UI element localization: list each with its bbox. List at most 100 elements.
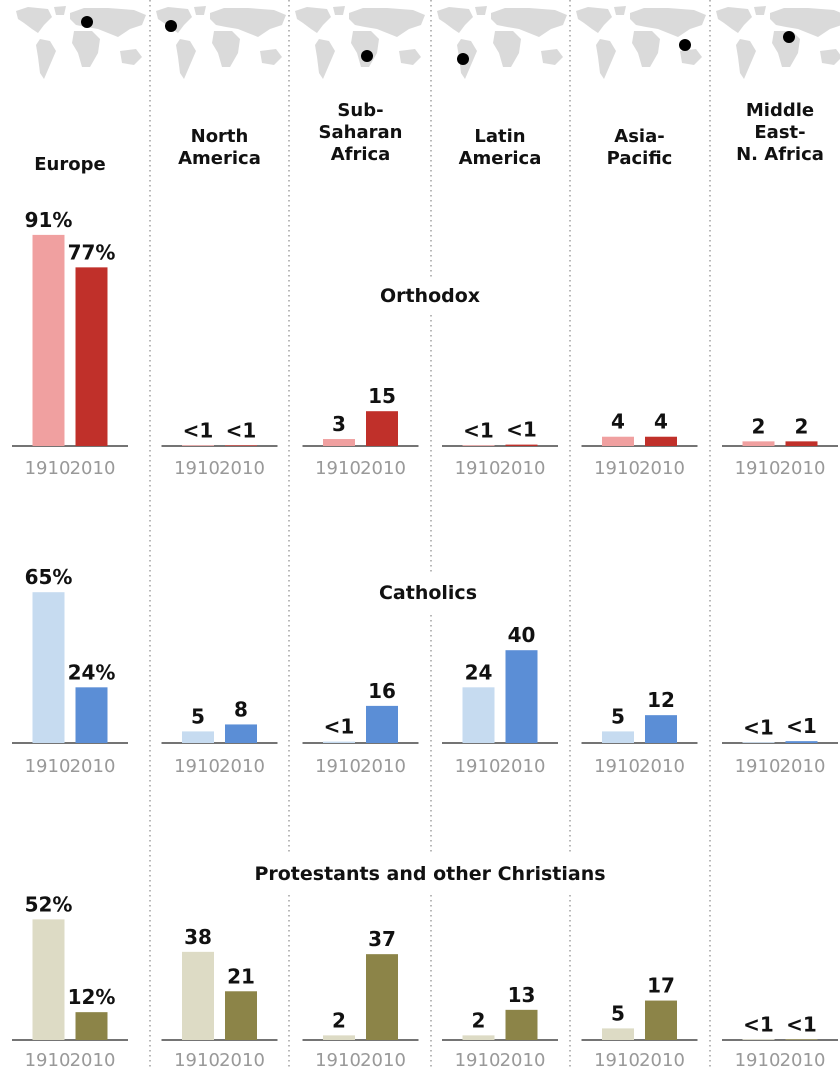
region-label-sub-saharan-africa: Saharan <box>319 122 403 143</box>
data-label: 2 <box>332 1008 346 1032</box>
data-label: 52% <box>25 892 73 916</box>
data-label: <1 <box>324 715 355 739</box>
bar-protestants-and-other-christians-sub-saharan-africa-1910 <box>323 1035 355 1040</box>
data-label: <1 <box>226 418 257 442</box>
region-label-asia-pacific: Asia- <box>614 126 664 147</box>
data-label: 65% <box>25 565 73 589</box>
data-label: 77% <box>68 240 116 264</box>
world-map-icon <box>16 6 146 79</box>
x-tick-label: 2010 <box>780 1050 826 1070</box>
panel-title: Protestants and other Christians <box>254 863 605 885</box>
x-tick-label: 2010 <box>500 1050 546 1070</box>
x-tick-label: 2010 <box>219 1050 265 1070</box>
x-tick-label: 2010 <box>219 458 265 479</box>
region-label-middle-east-n-africa: Middle <box>746 100 814 121</box>
x-tick-label: 1910 <box>315 458 361 479</box>
region-marker-dot <box>361 50 373 62</box>
x-tick-label: 2010 <box>360 1050 406 1070</box>
region-label-europe: Europe <box>34 154 105 175</box>
data-label: 13 <box>508 983 536 1007</box>
x-tick-label: 2010 <box>70 458 116 479</box>
x-tick-label: 2010 <box>360 458 406 479</box>
bar-orthodox-sub-saharan-africa-1910 <box>323 439 355 446</box>
bar-catholics-latin-america-2010 <box>505 650 538 743</box>
data-label: 2 <box>795 414 809 438</box>
data-label: <1 <box>743 1012 774 1036</box>
x-tick-label: 2010 <box>70 1050 116 1070</box>
data-label: 4 <box>611 410 625 434</box>
bar-catholics-north-america-2010 <box>225 724 257 743</box>
x-tick-label: 2010 <box>639 1050 685 1070</box>
bar-protestants-and-other-christians-north-america-1910 <box>182 951 214 1040</box>
x-tick-label: 1910 <box>174 1050 220 1070</box>
x-tick-label: 2010 <box>639 458 685 479</box>
data-label: <1 <box>183 418 214 442</box>
data-label: <1 <box>786 1012 817 1036</box>
panel-title-background <box>242 855 618 893</box>
region-label-latin-america: Latin <box>474 126 525 147</box>
region-label-sub-saharan-africa: Africa <box>331 144 391 165</box>
x-tick-label: 1910 <box>174 756 220 777</box>
bar-protestants-and-other-christians-north-america-2010 <box>225 991 257 1040</box>
panel-title-background <box>367 277 493 315</box>
region-labels: EuropeNorthAmericaSub-SaharanAfricaLatin… <box>34 100 824 175</box>
x-tick-label: 1910 <box>594 1050 640 1070</box>
region-marker-dot <box>679 39 691 51</box>
bar-protestants-and-other-christians-asia-pacific-1910 <box>602 1028 634 1040</box>
x-tick-label: 1910 <box>735 1050 781 1070</box>
world-map-icon <box>576 6 706 79</box>
x-tick-label: 2010 <box>500 756 546 777</box>
region-label-sub-saharan-africa: Sub- <box>337 100 383 121</box>
world-map-icon <box>716 6 840 79</box>
data-label: <1 <box>786 714 817 738</box>
x-tick-label: 1910 <box>25 458 71 479</box>
x-tick-label: 1910 <box>735 458 781 479</box>
region-label-latin-america: America <box>459 148 542 169</box>
world-map-icon <box>295 6 425 79</box>
bar-orthodox-middle-east-n-africa-2010 <box>785 441 818 446</box>
region-label-north-america: America <box>178 148 261 169</box>
bar-orthodox-middle-east-n-africa-1910 <box>742 441 775 446</box>
bar-orthodox-europe-1910 <box>32 234 65 446</box>
x-tick-label: 1910 <box>455 458 501 479</box>
x-tick-label: 1910 <box>25 756 71 777</box>
data-label: 40 <box>508 623 536 647</box>
bar-protestants-and-other-christians-sub-saharan-africa-2010 <box>366 954 398 1040</box>
data-label: <1 <box>743 715 774 739</box>
bar-orthodox-asia-pacific-1910 <box>602 436 634 446</box>
bar-orthodox-north-america-1910 <box>182 445 214 446</box>
x-tick-label: 2010 <box>780 756 826 777</box>
bar-protestants-and-other-christians-europe-2010 <box>75 1012 108 1040</box>
bar-catholics-middle-east-n-africa-2010 <box>785 741 818 743</box>
data-label: 5 <box>611 704 625 728</box>
data-label: <1 <box>506 418 537 442</box>
bar-protestants-and-other-christians-europe-1910 <box>32 919 65 1040</box>
x-tick-label: 1910 <box>174 458 220 479</box>
column-dividers <box>149 0 711 1070</box>
bar-orthodox-north-america-2010 <box>225 445 257 446</box>
data-label: 12 <box>647 688 675 712</box>
data-label: 21 <box>227 964 255 988</box>
x-tick-label: 1910 <box>315 756 361 777</box>
bar-catholics-sub-saharan-africa-1910 <box>323 741 355 743</box>
x-tick-label: 1910 <box>25 1050 71 1070</box>
bar-catholics-north-america-1910 <box>182 731 214 743</box>
bar-catholics-europe-2010 <box>75 687 108 743</box>
x-tick-label: 2010 <box>639 756 685 777</box>
data-label: 3 <box>332 412 346 436</box>
data-label: 91% <box>25 208 73 232</box>
data-label: 16 <box>368 679 396 703</box>
x-tick-label: 1910 <box>735 756 781 777</box>
x-tick-label: 2010 <box>500 458 546 479</box>
panel-title: Catholics <box>379 582 477 604</box>
data-label: 5 <box>191 704 205 728</box>
region-label-middle-east-n-africa: N. Africa <box>736 144 824 165</box>
bar-catholics-latin-america-1910 <box>462 687 495 743</box>
region-label-middle-east-n-africa: East- <box>754 122 805 143</box>
region-label-asia-pacific: Pacific <box>607 148 673 169</box>
bar-orthodox-latin-america-2010 <box>505 444 538 446</box>
bar-orthodox-sub-saharan-africa-2010 <box>366 411 398 446</box>
